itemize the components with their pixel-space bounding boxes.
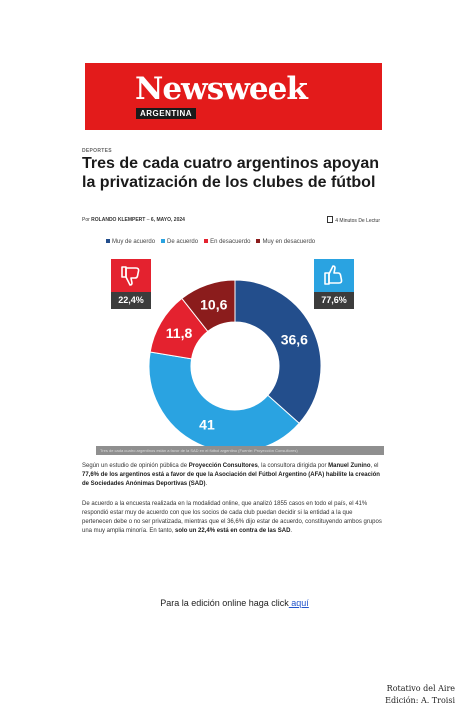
chart-legend: Muy de acuerdo De acuerdo En desacuerdo Muy…	[106, 239, 321, 245]
read-time-label: 4 Minutos De Lectur	[335, 218, 380, 224]
thumbs-up-icon	[314, 259, 354, 292]
slice-value-label: 36,6	[281, 331, 308, 347]
legend-item: Muy en desacuerdo	[256, 239, 315, 245]
legend-item: En desacuerdo	[204, 239, 250, 245]
legend-label: De acuerdo	[167, 239, 199, 245]
p1-text-c: , la consultora dirigida por	[257, 463, 329, 469]
bookmark-icon	[327, 216, 334, 223]
section-label: DEPORTES	[82, 148, 112, 154]
legend-label: Muy de acuerdo	[112, 239, 156, 245]
author-name: ROLANDO KLEMPERT	[91, 217, 146, 223]
slice-value-label: 11,8	[166, 325, 193, 341]
slice-value-label: 41	[199, 417, 215, 433]
credit-line-2: Edición: A. Troisi	[385, 696, 455, 705]
p1-text-g: .	[205, 481, 208, 487]
newsweek-masthead: Newsweek ARGENTINA	[85, 63, 382, 130]
byline-separator: –	[146, 217, 151, 223]
newsweek-logo: Newsweek	[135, 71, 308, 107]
credit-line-1: Rotativo del Aire	[386, 684, 455, 693]
legend-swatch	[106, 239, 110, 243]
donut-chart: 36,6 41 11,8 10,6	[148, 279, 322, 453]
p2-text-a: De acuerdo a la encuesta realizada en la…	[82, 501, 382, 534]
agree-percentage: 77,6%	[314, 292, 354, 309]
legend-swatch	[256, 239, 261, 243]
legend-label: Muy en desacuerdo	[262, 239, 316, 245]
disagree-percentage: 22,4%	[111, 292, 151, 309]
legend-item: De acuerdo	[161, 239, 198, 245]
read-time: 4 Minutos De Lectur	[327, 216, 380, 224]
article-paragraph-2: De acuerdo a la encuesta realizada en la…	[82, 500, 382, 536]
article-clipping: Newsweek ARGENTINA DEPORTES Tres de cada…	[82, 60, 384, 566]
article-paragraph-1: Según un estudio de opinión pública de P…	[82, 462, 382, 489]
p1-consultora: Proyección Consultores	[188, 463, 258, 469]
legend-swatch	[161, 239, 166, 243]
byline: Por ROLANDO KLEMPERT – 6, MAYO, 2024	[82, 217, 185, 223]
footer-text: Para la edición online haga click	[160, 598, 289, 608]
slice-value-label: 10,6	[200, 297, 227, 313]
logo-edition-label: ARGENTINA	[136, 108, 197, 119]
article-date: 6, MAYO, 2024	[150, 217, 185, 223]
p1-text-a: Según un estudio de opinión pública de	[82, 463, 189, 469]
donut-slice	[181, 279, 236, 333]
legend-item: Muy de acuerdo	[106, 239, 155, 245]
article-headline: Tres de cada cuatro argentinos apoyan la…	[82, 155, 379, 191]
legend-label: En desacuerdo	[210, 239, 251, 245]
online-edition-note: Para la edición online haga click aquí	[0, 598, 469, 608]
thumbs-down-icon	[111, 259, 151, 292]
donut-slice	[234, 279, 322, 424]
p1-director: Manuel Zunino	[328, 463, 371, 469]
legend-swatch	[204, 239, 209, 243]
p1-text-e: , el	[370, 463, 379, 469]
online-edition-link[interactable]: aquí	[288, 598, 309, 608]
p2-text-c: .	[290, 528, 293, 534]
credit-block: Rotativo del Aire Edición: A. Troisi	[385, 683, 455, 707]
byline-prefix: Por	[82, 217, 90, 223]
p1-highlight: 77,6% de los argentinos está a favor de …	[82, 472, 380, 487]
photo-caption: Tres de cada cuatro argentinos están a f…	[96, 446, 384, 455]
p2-highlight: solo un 22,4% está en contra de las SAD	[175, 528, 291, 534]
